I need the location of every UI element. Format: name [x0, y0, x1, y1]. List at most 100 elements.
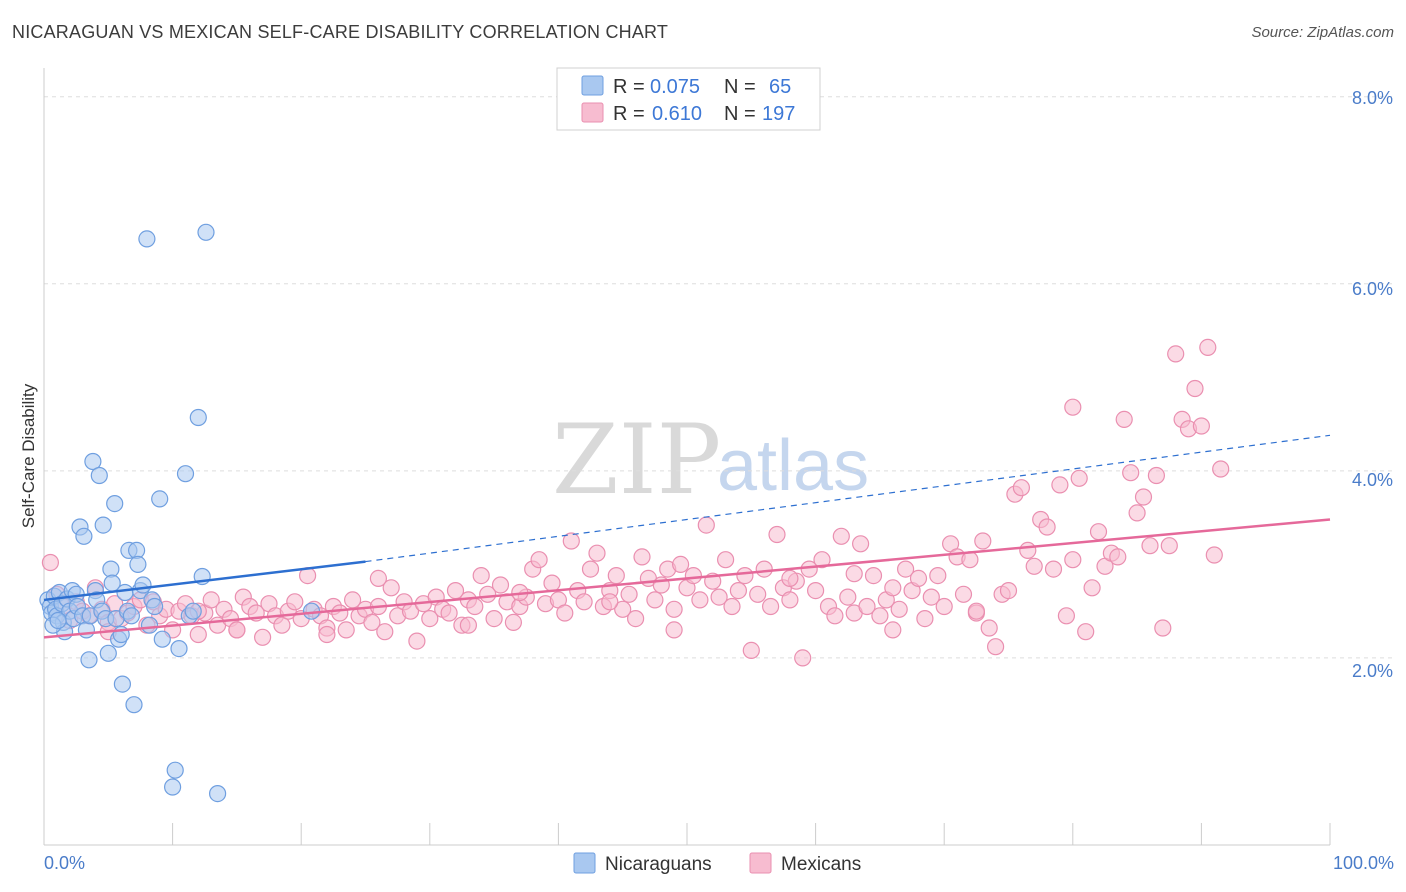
nicaraguan-point-53 [166, 761, 184, 779]
mexican-point-120 [813, 551, 831, 569]
nicaraguan-point-22 [84, 452, 102, 471]
mexican-point-157 [1051, 476, 1069, 494]
mexican-trend-line [43, 518, 1331, 639]
mexican-point-139 [935, 597, 953, 616]
chart-title: NICARAGUAN VS MEXICAN SELF-CARE DISABILI… [12, 22, 669, 42]
mexican-point-97 [665, 600, 683, 618]
mexican-point-100 [684, 566, 703, 585]
mexican-point-127 [858, 597, 876, 616]
mexican-point-131 [884, 579, 902, 597]
mexican-point-170 [1134, 488, 1153, 506]
mexican-point-59 [421, 609, 439, 628]
mexican-point-178 [1186, 379, 1204, 398]
nicaraguan-point-27 [94, 516, 112, 534]
mexican-point-66 [466, 597, 484, 616]
mexican-point-191 [1064, 398, 1082, 416]
mexican-point-182 [1212, 460, 1230, 478]
mexican-point-94 [646, 591, 664, 609]
mexican-point-119 [806, 581, 825, 600]
mexican-point-33 [254, 628, 272, 646]
mexican-point-126 [851, 535, 870, 553]
nicaraguan-point-32 [106, 495, 124, 513]
mexican-point-162 [1083, 579, 1101, 597]
nicaraguan-point-36 [113, 675, 132, 693]
nicaraguan-point-57 [184, 602, 202, 620]
nicaraguan-point-47 [140, 616, 159, 634]
mexican-point-163 [1089, 523, 1108, 541]
legend-r-label-1: R = [613, 103, 645, 125]
mexican-point-155 [1038, 518, 1056, 536]
mexican-point-81 [562, 532, 580, 550]
series-legend-label-mexicans: Mexicans [781, 854, 861, 875]
mexican-point-89 [614, 600, 632, 618]
axes [43, 68, 1331, 846]
nicaraguan-point-43 [129, 555, 147, 574]
mexican-point-171 [1141, 537, 1159, 555]
nicaraguan-point-25 [90, 466, 108, 485]
mexican-point-67 [472, 566, 490, 585]
mexican-point-193 [665, 621, 683, 639]
mexican-point-137 [922, 588, 940, 606]
mexican-point-159 [1064, 551, 1082, 569]
nicaraguan-point-19 [77, 621, 96, 639]
mexican-point-175 [1167, 345, 1185, 363]
mexican-point-142 [954, 585, 973, 603]
nicaraguan-point-61 [209, 784, 227, 803]
mexican-point-98 [671, 555, 690, 574]
mexican-point-62 [440, 604, 458, 622]
nicaraguan-point-52 [164, 778, 182, 796]
series-legend-swatch-mexicans [749, 852, 772, 874]
mexican-point-112 [761, 597, 780, 616]
nicaraguan-point-58 [189, 408, 207, 427]
mexican-point-133 [896, 560, 915, 578]
legend-r-value-1: 0.610 [652, 103, 702, 125]
mexican-point-102 [697, 516, 715, 534]
mexican-point-136 [916, 609, 934, 628]
mexican-point-167 [1115, 410, 1133, 428]
mexican-point-70 [491, 576, 510, 594]
nicaraguan-point-45 [134, 576, 152, 594]
mexican-point-113 [768, 525, 786, 544]
mexican-point-128 [864, 566, 883, 585]
series-legend-label-nicaraguans: Nicaraguans [605, 854, 712, 875]
nicaraguan-point-50 [151, 490, 169, 508]
nicaraguan-trend-line [43, 560, 366, 602]
grid-lines [44, 96, 1392, 659]
nicaraguan-points [39, 223, 321, 803]
mexican-point-122 [826, 607, 844, 625]
mexican-point-168 [1122, 464, 1140, 482]
y-tick-label-8: 8.0% [1352, 88, 1393, 108]
mexican-point-72 [504, 613, 523, 632]
mexican-point-85 [588, 544, 606, 562]
legend-swatch-nicaraguans [581, 75, 604, 96]
nicaraguan-point-46 [138, 230, 156, 248]
mexican-point-138 [929, 566, 947, 585]
x-tick-label-max: 100.0% [1333, 853, 1394, 873]
mexican-point-187 [459, 616, 477, 634]
mexican-point-149 [999, 581, 1018, 600]
mexican-point-38 [286, 593, 304, 611]
y-tick-label-6: 6.0% [1352, 279, 1393, 299]
mexican-point-108 [736, 566, 754, 585]
legend-n-value-1: 197 [762, 103, 795, 125]
mexican-point-45 [331, 604, 349, 622]
mexican-point-107 [729, 581, 748, 600]
nicaraguan-point-54 [170, 639, 188, 658]
mexican-point-183 [967, 602, 986, 620]
mexican-point-132 [890, 600, 908, 618]
mexican-point-173 [1154, 619, 1172, 637]
watermark-zip: ZIP [552, 404, 721, 516]
nicaraguan-point-20 [80, 651, 98, 669]
mexican-point-188 [318, 625, 336, 644]
mexican-point-174 [1160, 537, 1178, 555]
legend-n-label-1: N = [724, 103, 756, 125]
mexican-point-160 [1070, 469, 1088, 487]
mexican-point-185 [781, 569, 799, 588]
nicaraguan-trend-extension [365, 434, 1331, 563]
mexican-point-23 [189, 625, 207, 644]
mexican-point-84 [581, 560, 600, 578]
watermark-atlas: atlas [717, 426, 869, 506]
mexican-point-166 [1109, 548, 1127, 566]
mexican-point-76 [530, 551, 548, 569]
